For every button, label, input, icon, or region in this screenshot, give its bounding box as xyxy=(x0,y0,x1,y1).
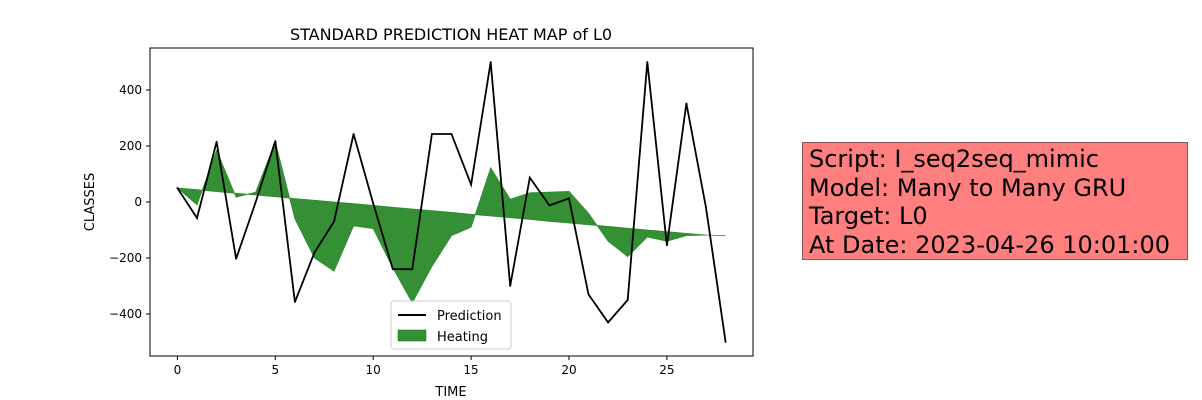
prediction-point xyxy=(626,299,629,301)
prediction-point xyxy=(705,206,707,209)
prediction-point xyxy=(411,268,414,271)
prediction-point xyxy=(352,133,355,135)
prediction-point xyxy=(528,176,531,179)
legend-heating-swatch xyxy=(397,329,427,342)
info-date: At Date: 2023-04-26 10:01:00 xyxy=(809,230,1171,259)
x-tick-label: 10 xyxy=(366,363,381,377)
prediction-point xyxy=(587,293,590,296)
x-tick-label: 15 xyxy=(463,363,478,377)
x-tick-label: 20 xyxy=(561,363,576,377)
y-tick-label: −200 xyxy=(109,251,142,265)
prediction-layer xyxy=(176,61,727,343)
y-tick-label: 0 xyxy=(134,195,142,209)
x-tick-label: 25 xyxy=(659,363,674,377)
prediction-point xyxy=(274,140,277,142)
prediction-point xyxy=(666,244,668,247)
prediction-point xyxy=(489,61,492,63)
legend: Prediction Heating xyxy=(390,300,512,350)
prediction-point xyxy=(333,220,335,223)
x-tick-label: 0 xyxy=(174,363,182,377)
prediction-point xyxy=(724,341,727,343)
prediction-point xyxy=(607,321,609,324)
prediction-point xyxy=(235,257,238,260)
chart-title: STANDARD PREDICTION HEAT MAP of L0 xyxy=(290,25,612,44)
y-tick-label: −400 xyxy=(109,307,142,321)
y-tick-label: 200 xyxy=(119,139,142,153)
x-axis-label: TIME xyxy=(434,385,466,400)
prediction-point xyxy=(254,201,257,203)
prediction-point xyxy=(450,133,453,135)
prediction-point xyxy=(215,140,218,143)
info-model: Model: Many to Many GRU xyxy=(809,173,1127,202)
prediction-point xyxy=(196,217,198,219)
y-axis-label: CLASSES xyxy=(83,173,98,231)
prediction-point xyxy=(372,202,375,205)
info-box: Script: I_seq2seq_mimic Model: Many to M… xyxy=(802,142,1188,260)
prediction-point xyxy=(313,251,316,254)
prediction-point xyxy=(176,187,179,189)
legend-heating-label: Heating xyxy=(437,330,488,345)
prediction-point xyxy=(470,183,472,186)
prediction-point xyxy=(391,268,394,271)
prediction-point xyxy=(294,301,296,303)
prediction-point xyxy=(568,197,570,200)
prediction-point xyxy=(646,61,649,63)
prediction-point xyxy=(685,102,688,105)
y-axis-ticks: −400 −200 0 200 400 xyxy=(109,83,150,321)
heating-layer xyxy=(176,140,726,304)
prediction-point xyxy=(548,204,551,207)
heating-area xyxy=(176,140,726,304)
prediction-point xyxy=(431,133,433,135)
info-script: Script: I_seq2seq_mimic xyxy=(809,145,1099,173)
y-tick-label: 400 xyxy=(119,83,142,97)
x-tick-label: 5 xyxy=(271,363,279,377)
info-target: Target: L0 xyxy=(809,202,928,230)
prediction-point xyxy=(509,285,512,287)
legend-prediction-label: Prediction xyxy=(437,309,502,324)
x-axis-ticks: 0 5 10 15 20 25 xyxy=(174,356,674,377)
